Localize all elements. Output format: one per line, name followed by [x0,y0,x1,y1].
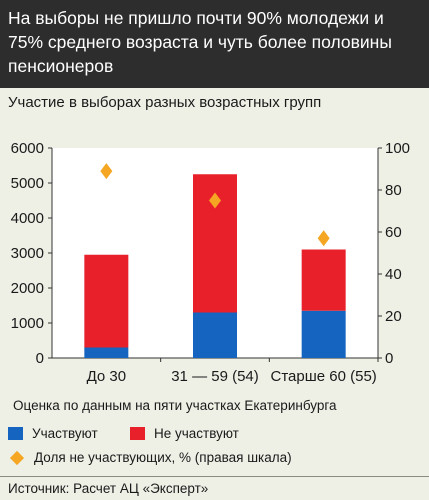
y2-tick-label: 80 [385,182,402,199]
bar-segment [193,312,237,358]
chart-title: На выборы не пришло почти 90% молодежи и… [0,0,429,88]
share-diamond-marker [317,230,330,247]
y2-tick-label: 0 [385,350,393,367]
bar-segment [84,347,129,358]
y-tick-label: 5000 [11,175,44,192]
stacked-bar-chart: 0 1000 2000 3000 4000 5000 6000 0 20 40 60 80 100 До … [11,140,410,385]
share-diamond-marker [100,163,113,180]
source-line: Источник: Расчет АЦ «Эксперт» [0,476,429,500]
legend-swatch-blue [8,427,23,440]
y-tick-label: 2000 [11,280,44,297]
y2-tick-label: 40 [385,266,402,283]
legend-diamond-icon [9,450,25,465]
legend-item-participate: Участвуют [8,426,98,441]
legend-label-participate: Участвуют [32,426,98,441]
legend-label-share: Доля не участвующих, % (правая шкала) [34,450,292,465]
x-tick-label: 31 — 59 (54) [171,368,259,385]
bar-segment [84,254,129,348]
y2-tick-label: 100 [385,140,410,157]
y-tick-label: 4000 [11,210,44,227]
chart-subtitle: Участие в выборах разных возрастных груп… [8,94,322,111]
y-tick-label: 0 [36,350,44,367]
x-tick-label: Старше 60 (55) [271,368,377,385]
y2-tick-label: 60 [385,224,402,241]
y-tick-label: 6000 [11,140,44,157]
bar-segment [301,310,346,358]
legend-item-not-participate: Не участвуют [130,426,239,441]
y2-tick-label: 20 [385,308,402,325]
x-tick-label: До 30 [87,368,127,385]
legend-item-share: Доля не участвующих, % (правая шкала) [9,450,292,465]
legend-swatch-red [130,427,145,440]
bar-segment [301,249,346,311]
legend-label-not-participate: Не участвуют [154,426,239,441]
share-diamond-marker [209,192,221,209]
y-tick-label: 1000 [11,315,44,332]
y-tick-label: 3000 [11,245,44,262]
data-note: Оценка по данным на пяти участках Екатер… [13,398,337,413]
